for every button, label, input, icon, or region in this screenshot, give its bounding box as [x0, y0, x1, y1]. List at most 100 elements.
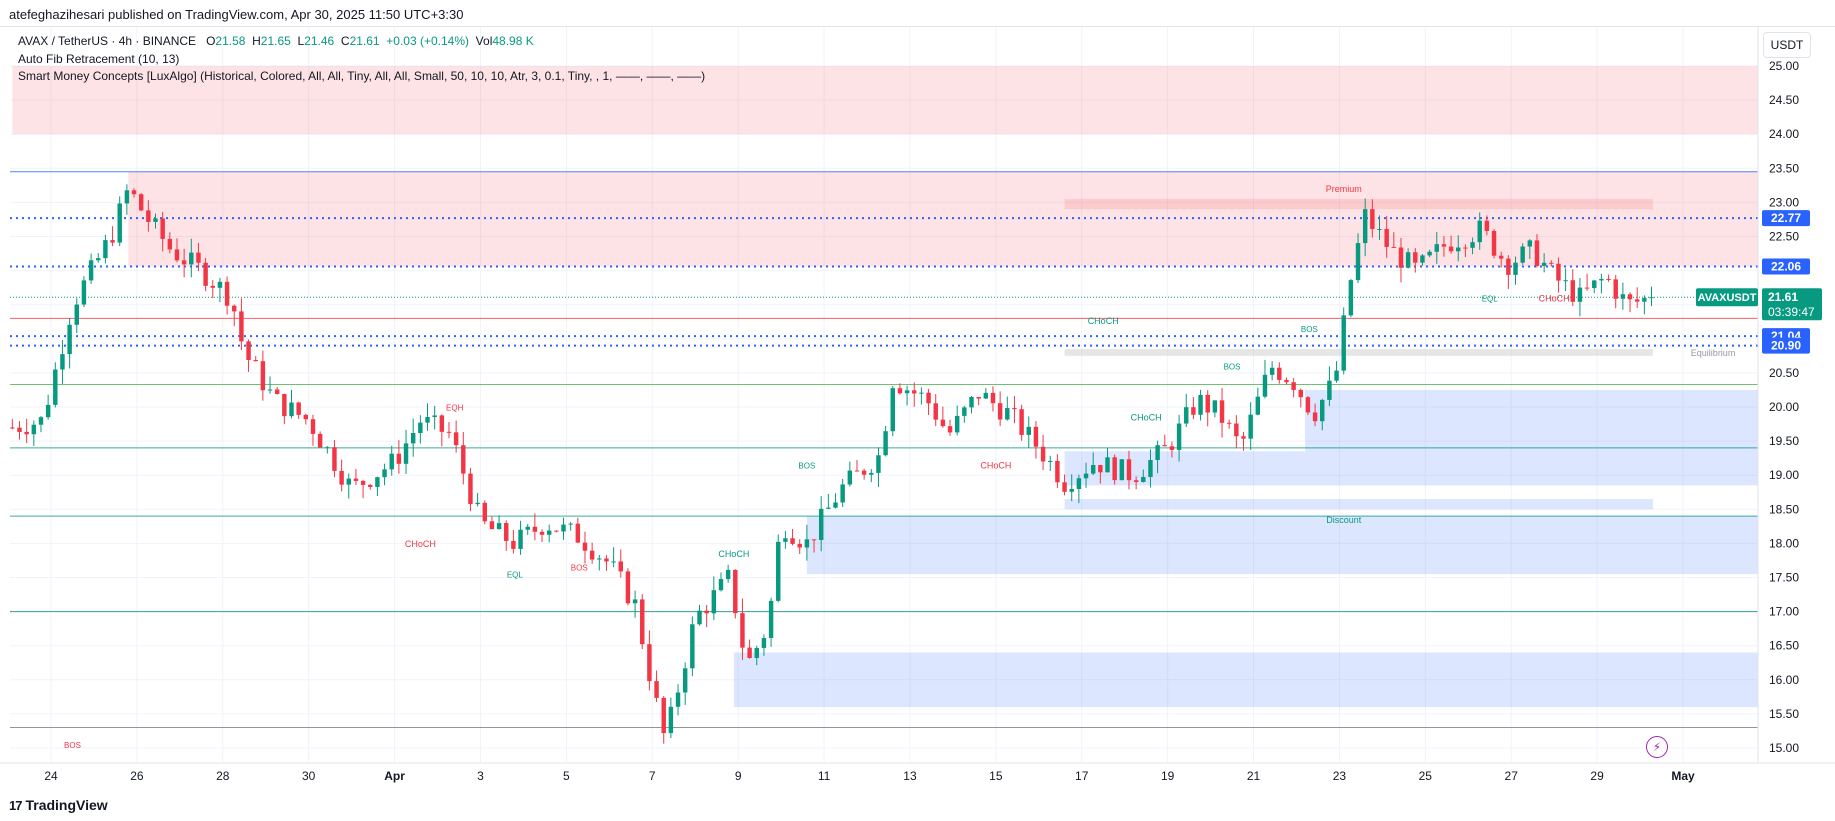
candle-up — [768, 600, 774, 638]
x-tick-label: 13 — [903, 769, 917, 783]
candle-up — [1427, 251, 1432, 256]
candle-down — [811, 539, 817, 541]
candle-up — [31, 424, 37, 435]
structure-label: BOS — [64, 741, 81, 750]
candle-up — [1262, 374, 1268, 397]
candle-up — [60, 354, 65, 370]
candle-up — [1420, 255, 1425, 263]
candle-down — [740, 613, 745, 648]
candle-up — [632, 599, 638, 604]
x-tick-label: 23 — [1333, 769, 1347, 783]
candle-up — [403, 443, 409, 464]
equilibrium-zone — [1064, 349, 1653, 356]
discount-zone — [1064, 451, 1758, 486]
candle-up — [418, 422, 423, 433]
candle-down — [1012, 408, 1017, 410]
y-axis: 15.00 15.50 16.00 16.50 17.00 17.50 18.00 18.50… — [1757, 27, 1799, 762]
y-tick-label: 23.50 — [1769, 161, 1799, 175]
structure-label: EQL — [507, 571, 524, 580]
y-tick-label: 25.00 — [1769, 59, 1799, 73]
candle-down — [1055, 460, 1060, 483]
candle-up — [983, 392, 989, 399]
candle-up — [45, 404, 51, 418]
candle-up — [1520, 246, 1525, 263]
last-price-box — [1762, 288, 1822, 321]
legend-symbol[interactable]: AVAX / TetherUS · 4h · BINANCE — [18, 34, 197, 48]
discount-zone — [1305, 389, 1758, 452]
candle-down — [532, 526, 538, 532]
vol-label: Vol — [475, 34, 493, 48]
candle-down — [196, 252, 201, 263]
candle-down — [647, 644, 652, 682]
tradingview-logo[interactable]: 17 TradingView — [9, 797, 108, 813]
structure-label: Premium — [1326, 184, 1362, 194]
candle-down — [854, 470, 860, 472]
tradingview-logo-icon: 17 — [9, 797, 23, 813]
candle-up — [425, 417, 430, 423]
candle-up — [890, 388, 895, 432]
candle-up — [697, 610, 702, 625]
x-tick-label: 29 — [1590, 769, 1604, 783]
candle-down — [990, 392, 996, 404]
candle-down — [332, 447, 337, 471]
candle-down — [1413, 252, 1418, 263]
candle-up — [1255, 396, 1261, 415]
open-value: 21.58 — [215, 34, 246, 48]
candle-up — [189, 252, 194, 265]
candle-up — [840, 484, 845, 503]
candle-down — [1613, 279, 1618, 299]
currency-selector[interactable]: USDT — [1763, 32, 1811, 58]
candle-up — [124, 190, 130, 204]
price-tag-box — [1762, 210, 1810, 227]
candle-down — [1234, 423, 1239, 437]
price-tag-label: 20.90 — [1771, 339, 1801, 353]
legend-indicator-smc[interactable]: Smart Money Concepts [LuxAlgo] (Historic… — [18, 69, 706, 83]
candle-down — [589, 550, 595, 560]
candle-down — [1226, 422, 1232, 424]
candle-up — [74, 304, 79, 325]
candle-down — [482, 502, 487, 522]
candle-down — [1169, 446, 1175, 450]
candle-up — [53, 369, 58, 405]
candle-down — [1241, 436, 1246, 439]
premium-zone — [128, 171, 1758, 267]
candle-down — [317, 433, 323, 448]
bolt-icon[interactable]: ⚡ — [1646, 736, 1668, 758]
candle-down — [912, 390, 917, 394]
candle-down — [1606, 278, 1611, 280]
candle-up — [1577, 287, 1583, 302]
candle-up — [761, 637, 767, 648]
candle-down — [1277, 367, 1282, 380]
candle-up — [1248, 414, 1253, 439]
candle-down — [396, 453, 402, 464]
candle-up — [1456, 247, 1461, 252]
chart-frame[interactable]: Premium Equilibrium Discount CHoCH BOS BOS CHo… — [0, 26, 1835, 788]
x-tick-label: May — [1671, 769, 1695, 783]
candle-up — [1334, 370, 1339, 381]
structure-label: CHoCH — [980, 460, 1011, 470]
candle-up — [217, 281, 223, 288]
close-value: 21.61 — [349, 34, 380, 48]
candle-down — [1391, 246, 1397, 248]
candle-down — [232, 305, 237, 312]
chart-canvas[interactable]: Premium Equilibrium Discount CHoCH BOS BOS CHo… — [0, 27, 1835, 788]
candle-up — [1362, 209, 1368, 244]
candle-down — [1584, 287, 1590, 289]
symbol-tag-box — [1696, 288, 1758, 307]
candle-up — [325, 447, 330, 449]
candle-up — [1477, 220, 1482, 243]
candle-down — [224, 281, 230, 306]
candle-down — [468, 473, 473, 505]
candle-down — [704, 610, 709, 614]
candle-up — [711, 590, 717, 614]
candle-up — [1069, 488, 1074, 492]
legend-indicator-fib[interactable]: Auto Fib Retracement (10, 13) — [18, 52, 180, 66]
candle-down — [246, 341, 251, 360]
candle-down — [947, 426, 953, 433]
candle-down — [260, 361, 266, 391]
candle-up — [1141, 476, 1146, 483]
candle-up — [1105, 457, 1110, 473]
price-tag-label: 22.77 — [1771, 211, 1801, 225]
x-tick-label: 25 — [1419, 769, 1433, 783]
candle-up — [1083, 473, 1089, 479]
